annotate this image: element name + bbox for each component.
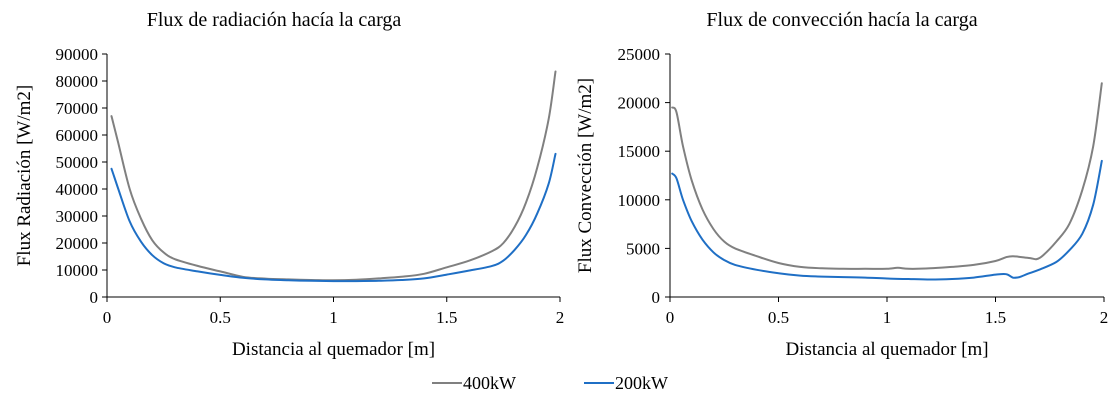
y-axis-label: Flux Radiación [W/m2] bbox=[14, 85, 35, 267]
y-tick-label: 40000 bbox=[56, 180, 99, 199]
convection-chart: Flux de convección hacía la carga0500010… bbox=[575, 9, 1108, 360]
series-line-200kW bbox=[110, 152, 557, 283]
y-tick-label: 0 bbox=[90, 288, 99, 307]
y-tick-label: 5000 bbox=[626, 239, 660, 258]
x-tick-label: 1 bbox=[329, 308, 338, 327]
radiation-chart: Flux de radiación hacía la carga01000020… bbox=[14, 9, 564, 360]
chart-title: Flux de convección hacía la carga bbox=[706, 9, 977, 31]
x-tick-label: 2 bbox=[556, 308, 565, 327]
series-line-400kW bbox=[671, 82, 1103, 270]
y-tick-label: 90000 bbox=[56, 45, 99, 64]
y-tick-label: 20000 bbox=[56, 234, 99, 253]
series-line-400kW bbox=[110, 70, 557, 282]
x-tick-label: 0.5 bbox=[210, 308, 231, 327]
y-tick-label: 80000 bbox=[56, 72, 99, 91]
x-tick-label: 0.5 bbox=[768, 308, 789, 327]
y-tick-label: 60000 bbox=[56, 126, 99, 145]
y-tick-label: 15000 bbox=[618, 142, 661, 161]
y-tick-label: 25000 bbox=[618, 45, 661, 64]
y-tick-label: 10000 bbox=[618, 191, 661, 210]
y-tick-label: 20000 bbox=[618, 94, 661, 113]
y-axis-label: Flux Convección [W/m2] bbox=[575, 78, 596, 273]
x-tick-label: 1.5 bbox=[436, 308, 457, 327]
y-tick-label: 50000 bbox=[56, 153, 99, 172]
x-tick-label: 1 bbox=[883, 308, 892, 327]
x-tick-label: 0 bbox=[103, 308, 112, 327]
series-line-200kW bbox=[671, 159, 1103, 281]
y-tick-label: 10000 bbox=[56, 261, 99, 280]
chart-title: Flux de radiación hacía la carga bbox=[147, 9, 402, 31]
x-tick-label: 1.5 bbox=[985, 308, 1006, 327]
y-tick-label: 30000 bbox=[56, 207, 99, 226]
legend-label: 400kW bbox=[463, 373, 516, 393]
legend: 400kW 200kW bbox=[432, 373, 668, 393]
y-tick-label: 0 bbox=[652, 288, 661, 307]
legend-label: 200kW bbox=[615, 373, 668, 393]
x-tick-label: 0 bbox=[666, 308, 675, 327]
x-axis-label: Distancia al quemador [m] bbox=[232, 339, 435, 360]
y-tick-label: 70000 bbox=[56, 99, 99, 118]
x-tick-label: 2 bbox=[1100, 308, 1109, 327]
x-axis-label: Distancia al quemador [m] bbox=[785, 339, 988, 360]
